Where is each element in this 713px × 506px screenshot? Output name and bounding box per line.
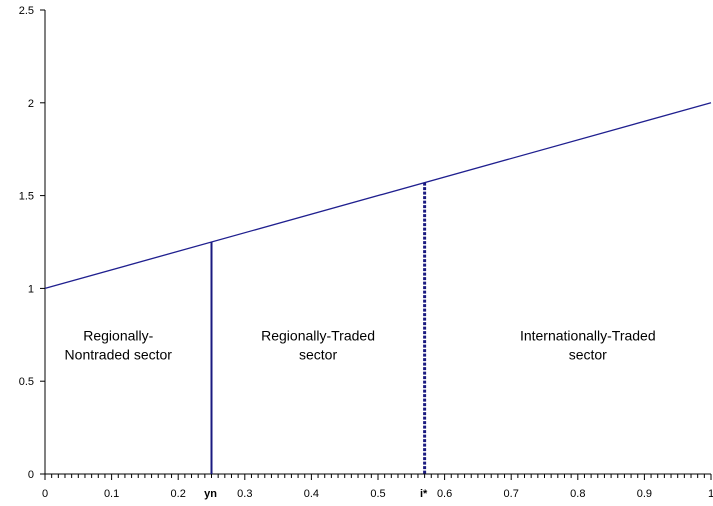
x-tick-label: 0.1 xyxy=(104,488,119,500)
markers-group: yn i* xyxy=(204,182,428,500)
region-label: Internationally-Traded sector xyxy=(520,327,656,362)
region-labels: Regionally- Nontraded sector Regionally-Tr… xyxy=(65,327,656,362)
region-label-line: Regionally- xyxy=(83,327,153,343)
y-tick-label: 0 xyxy=(28,469,34,481)
series-line xyxy=(44,102,712,290)
y-tick-label: 2 xyxy=(28,98,34,110)
y-tick-label: 0.5 xyxy=(19,376,34,388)
x-tick-label: 0.5 xyxy=(370,488,385,500)
region-label-line: Internationally-Traded xyxy=(520,327,656,343)
axes: 0 0.5 1 1.5 2 2.5 0 0.1 0.2 0.3 0.4 0.5 0.6 0.7 0.8 0.9… xyxy=(19,5,713,500)
x-tick-label: 0.4 xyxy=(304,488,319,500)
region-label-line: sector xyxy=(299,346,337,362)
x-tick-label: 0.2 xyxy=(171,488,186,500)
x-tick-label: 0 xyxy=(42,488,48,500)
region-label: Regionally- Nontraded sector xyxy=(65,327,173,362)
x-tick-label: 1 xyxy=(708,488,713,500)
x-tick-label: 0.7 xyxy=(504,488,519,500)
x-tick-label: 0.8 xyxy=(570,488,585,500)
marker-label: i* xyxy=(420,488,428,500)
x-tick-label: 0.6 xyxy=(437,488,452,500)
series-group xyxy=(44,102,712,290)
marker-label: yn xyxy=(204,488,217,500)
region-label-line: Nontraded sector xyxy=(65,346,173,362)
region-label-line: sector xyxy=(569,346,607,362)
y-tick-label: 1.5 xyxy=(19,191,34,203)
x-tick-label: 0.3 xyxy=(237,488,252,500)
x-tick-label: 0.9 xyxy=(637,488,652,500)
y-tick-label: 2.5 xyxy=(19,5,34,17)
y-tick-label: 1 xyxy=(28,283,34,295)
region-label: Regionally-Traded sector xyxy=(261,327,375,362)
region-label-line: Regionally-Traded xyxy=(261,327,375,343)
